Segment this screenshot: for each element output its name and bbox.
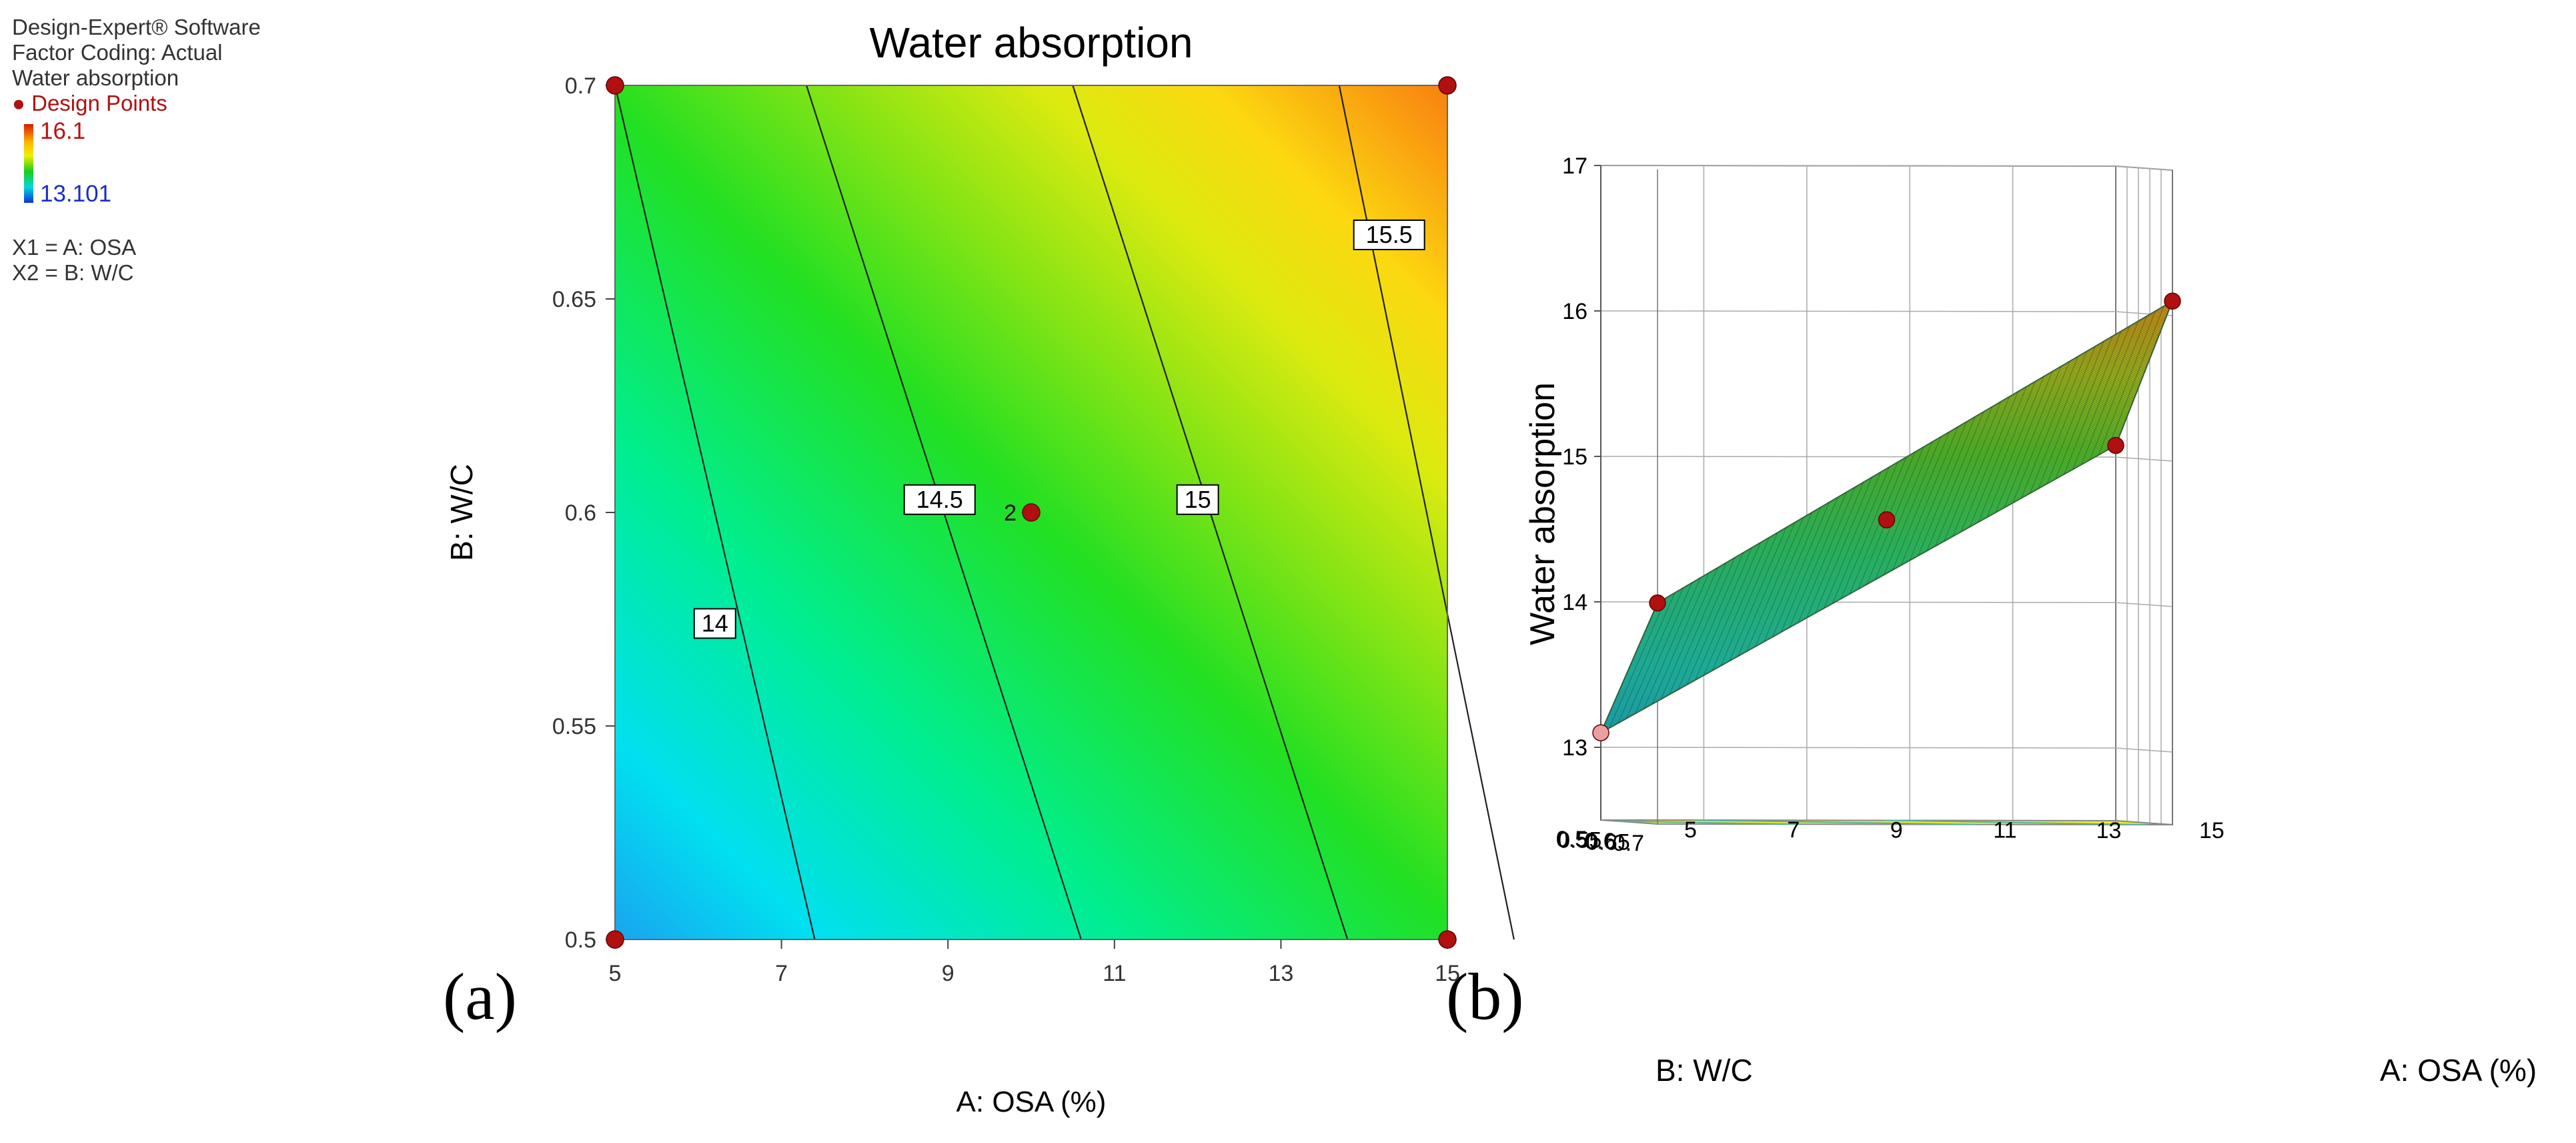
y-tick-label: 0.7 xyxy=(565,73,596,99)
factor-x1: X1 = A: OSA xyxy=(12,235,137,260)
surface-design-point xyxy=(2164,292,2181,310)
software-name: Design-Expert® Software xyxy=(12,15,261,39)
panel-label-b: (b) xyxy=(1446,960,1524,1034)
x-tick-label: 15 xyxy=(1435,961,1460,986)
contour-label: 15.5 xyxy=(1353,220,1425,250)
y-axis-label: B: W/C xyxy=(444,464,479,561)
svg-text:15.5: 15.5 xyxy=(1366,221,1413,248)
z-axis-label: Water absorption xyxy=(1523,382,1562,645)
contour-label: 14 xyxy=(693,608,736,639)
design-point xyxy=(606,76,624,95)
surface-x-tick-label: 7 xyxy=(1787,817,1800,843)
z-tick-label: 15 xyxy=(1562,444,1587,470)
contour-label: 14.5 xyxy=(903,484,976,515)
x-tick-label: 7 xyxy=(775,961,788,986)
z-tick-label: 17 xyxy=(1562,153,1587,179)
color-ramp-legend: 16.1 13.101 xyxy=(12,118,261,208)
response-name: Water absorption xyxy=(12,65,179,90)
legend-high-value: 16.1 xyxy=(40,118,86,144)
svg-text:14: 14 xyxy=(702,609,728,637)
surface-x-tick-label: 9 xyxy=(1890,817,1903,843)
factor-coding: Factor Coding: Actual xyxy=(12,40,223,65)
design-point xyxy=(1438,76,1457,95)
surface-y-axis-label: B: W/C xyxy=(1656,1053,1753,1088)
design-points-label: Design Points xyxy=(31,91,167,115)
y-tick-label: 0.55 xyxy=(552,714,596,739)
design-points: 2 xyxy=(606,76,1457,949)
surface-x-tick-label: 15 xyxy=(2199,818,2224,843)
z-tick-label: 14 xyxy=(1562,590,1587,615)
surface-x-tick-label: 5 xyxy=(1684,817,1697,843)
svg-text:2: 2 xyxy=(1004,500,1017,526)
svg-text:15: 15 xyxy=(1185,486,1211,513)
floor-contours xyxy=(1618,819,2147,825)
surface-mesh xyxy=(1601,301,2172,733)
design-point: 2 xyxy=(1004,500,1041,526)
z-tick-label: 13 xyxy=(1562,735,1587,761)
design-point xyxy=(606,930,624,949)
x-axis-label: A: OSA (%) xyxy=(956,1086,1107,1118)
contour-lines: 14 14.5 15 15.5 xyxy=(614,85,1515,940)
svg-text:14.5: 14.5 xyxy=(916,486,963,513)
factor-x2: X2 = B: W/C xyxy=(12,260,134,285)
surface-design-point xyxy=(2107,436,2124,454)
x-tick-label: 9 xyxy=(942,961,954,986)
design-point-icon: ● xyxy=(12,91,25,115)
surface-design-point xyxy=(1649,594,1666,612)
design-points-legend: ● Design Points xyxy=(12,91,261,116)
surface-design-point xyxy=(1592,724,1609,741)
x-tick-label: 13 xyxy=(1268,961,1293,986)
surface-x-tick-label: 11 xyxy=(1993,818,2016,843)
x-tick-label: 5 xyxy=(609,961,622,986)
info-panel: Design-Expert® Software Factor Coding: A… xyxy=(12,15,261,286)
y-tick-label: 0.65 xyxy=(552,287,596,312)
y-tick-label: 0.6 xyxy=(565,500,596,526)
color-ramp-bar xyxy=(24,124,33,203)
x-tick-label: 11 xyxy=(1103,961,1126,986)
surface-axis-ticks: 13 14 15 16 17 5 7 9 11 13 15 0.50.550.60.650.7 xyxy=(1556,153,2224,856)
panel-label-a: (a) xyxy=(443,960,517,1034)
contour-line xyxy=(614,85,816,940)
surface-x-tick-label: 13 xyxy=(2096,818,2122,843)
design-point xyxy=(1438,930,1457,949)
surface-y-tick-label: 0.6 xyxy=(1584,829,1616,854)
surface-x-axis-label: A: OSA (%) xyxy=(2380,1053,2537,1088)
legend-low-value: 13.101 xyxy=(40,181,112,207)
surface-center-point xyxy=(1878,511,1896,528)
surface-y-tick-label: 0.55 xyxy=(1557,828,1601,853)
front-edges xyxy=(1657,169,2173,825)
surface-y-tick-label: 0.5 xyxy=(1556,827,1587,852)
surface-design-points xyxy=(1592,292,2181,741)
surface-y-tick-label: 0.7 xyxy=(1613,831,1644,856)
z-tick-label: 16 xyxy=(1562,299,1587,324)
surface-y-tick-label: 0.65 xyxy=(1586,830,1630,855)
contour-label: 15 xyxy=(1176,484,1219,515)
y-tick-label: 0.5 xyxy=(565,927,596,953)
axis-ticks: 5 7 9 11 13 15 0.5 0.55 0.6 0.65 0.7 xyxy=(552,73,1460,986)
chart-title: Water absorption xyxy=(870,19,1193,67)
